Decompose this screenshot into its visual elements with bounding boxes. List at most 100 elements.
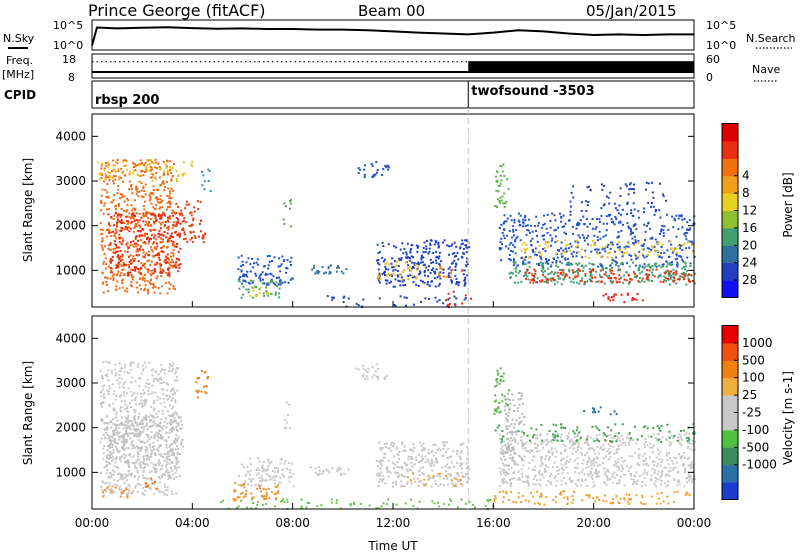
power-scatter-cell xyxy=(139,267,142,270)
velocity-scatter-cell xyxy=(584,479,587,482)
power-scatter-cell xyxy=(108,176,111,179)
power-scatter-cell xyxy=(134,226,137,228)
power-scatter-cell xyxy=(564,257,567,260)
power-scatter-cell xyxy=(105,276,108,279)
power-scatter-cell xyxy=(570,252,573,255)
power-scatter-cell xyxy=(154,286,157,289)
power-scatter-cell xyxy=(509,250,512,252)
velocity-scatter-cell xyxy=(252,502,255,504)
velocity-scatter-cell xyxy=(403,445,406,448)
velocity-scatter-cell xyxy=(108,443,111,446)
power-scatter-cell xyxy=(399,259,401,262)
power-scatter-cell xyxy=(118,246,121,249)
power-scatter-cell xyxy=(266,292,269,295)
power-scatter-cell xyxy=(138,254,140,256)
velocity-scatter-cell xyxy=(288,480,291,483)
power-scatter-cell xyxy=(173,245,176,248)
power-scatter-cell xyxy=(454,274,457,277)
power-scatter-cell xyxy=(602,267,605,270)
power-colorbar-cell xyxy=(722,193,738,211)
power-scatter-cell xyxy=(603,282,606,285)
velocity-scatter-cell xyxy=(110,474,113,476)
velocity-scatter-cell xyxy=(105,431,108,434)
power-scatter-cell xyxy=(631,237,634,240)
power-scatter-cell xyxy=(161,181,164,184)
power-scatter-cell xyxy=(168,258,170,261)
power-scatter-cell xyxy=(143,289,146,292)
power-scatter-cell xyxy=(591,218,594,220)
velocity-scatter-cell xyxy=(145,418,148,421)
power-scatter-cell xyxy=(569,242,572,245)
power-scatter-cell xyxy=(285,266,288,269)
power-scatter-cell xyxy=(160,223,163,226)
power-scatter-cell xyxy=(173,264,176,267)
power-scatter-cell xyxy=(584,249,587,252)
velocity-scatter-cell xyxy=(172,428,175,431)
velocity-scatter-cell xyxy=(140,402,143,405)
power-scatter-cell xyxy=(590,274,593,277)
power-scatter-cell xyxy=(498,184,501,187)
power-scatter-cell xyxy=(178,232,181,235)
power-scatter-cell xyxy=(630,212,633,215)
power-scatter-cell xyxy=(247,288,250,291)
power-scatter-cell xyxy=(579,219,582,222)
velocity-scatter-cell xyxy=(154,391,157,394)
velocity-scatter-cell xyxy=(128,425,131,428)
velocity-scatter-cell xyxy=(547,479,550,482)
velocity-scatter-cell xyxy=(110,426,113,429)
velocity-scatter-cell xyxy=(127,474,130,477)
velocity-scatter-cell xyxy=(125,486,128,489)
power-scatter-cell xyxy=(263,282,266,285)
power-scatter-cell xyxy=(535,262,538,265)
power-scatter-cell xyxy=(327,267,330,270)
power-scatter-cell xyxy=(402,270,405,273)
power-scatter-cell xyxy=(156,252,159,255)
velocity-scatter-cell xyxy=(144,489,147,492)
power-scatter-cell xyxy=(576,270,578,273)
velocity-scatter-cell xyxy=(130,381,133,384)
power-scatter-cell xyxy=(142,205,145,207)
power-scatter-patch-2 xyxy=(175,200,207,245)
velocity-scatter-cell xyxy=(174,448,177,451)
power-scatter-cell xyxy=(526,275,529,278)
velocity-scatter-cell xyxy=(498,411,501,414)
velocity-scatter-patch-7 xyxy=(283,401,291,430)
power-scatter-cell xyxy=(126,209,129,212)
velocity-scatter-cell xyxy=(139,430,142,433)
velocity-scatter-cell xyxy=(108,475,111,478)
power-scatter-cell xyxy=(670,261,673,263)
velocity-scatter-cell xyxy=(410,462,413,464)
velocity-scatter-cell xyxy=(233,499,236,502)
velocity-scatter-cell xyxy=(400,485,403,488)
power-scatter-cell xyxy=(536,277,539,280)
velocity-scatter-cell xyxy=(171,493,174,495)
power-scatter-cell xyxy=(117,264,120,267)
velocity-scatter-cell xyxy=(136,459,139,462)
power-scatter-cell xyxy=(167,206,169,209)
power-scatter-cell xyxy=(169,200,172,203)
power-scatter-cell xyxy=(592,263,595,266)
velocity-scatter-cell xyxy=(517,442,520,445)
power-scatter-cell xyxy=(115,161,117,164)
power-scatter-cell xyxy=(377,262,379,265)
power-scatter-cell xyxy=(641,248,644,251)
power-scatter-cell xyxy=(673,218,676,221)
velocity-scatter-cell xyxy=(374,370,377,373)
power-scatter-cell xyxy=(315,271,318,274)
power-scatter-cell xyxy=(544,247,547,250)
velocity-scatter-cell xyxy=(597,471,600,474)
power-scatter-cell xyxy=(110,235,113,237)
power-scatter-cell xyxy=(683,218,686,220)
velocity-scatter-cell xyxy=(588,474,591,477)
power-scatter-cell xyxy=(137,291,139,294)
velocity-scatter-cell xyxy=(419,479,422,482)
power-scatter-cell xyxy=(564,222,567,225)
power-scatter-cell xyxy=(283,259,286,262)
power-colorbar-cell xyxy=(722,280,738,298)
velocity-scatter-cell xyxy=(589,447,592,450)
velocity-scatter-cell xyxy=(656,465,659,468)
velocity-scatter-cell xyxy=(104,436,107,439)
velocity-scatter-cell xyxy=(275,486,278,488)
velocity-scatter-cell xyxy=(170,490,173,493)
power-scatter-cell xyxy=(268,255,271,257)
